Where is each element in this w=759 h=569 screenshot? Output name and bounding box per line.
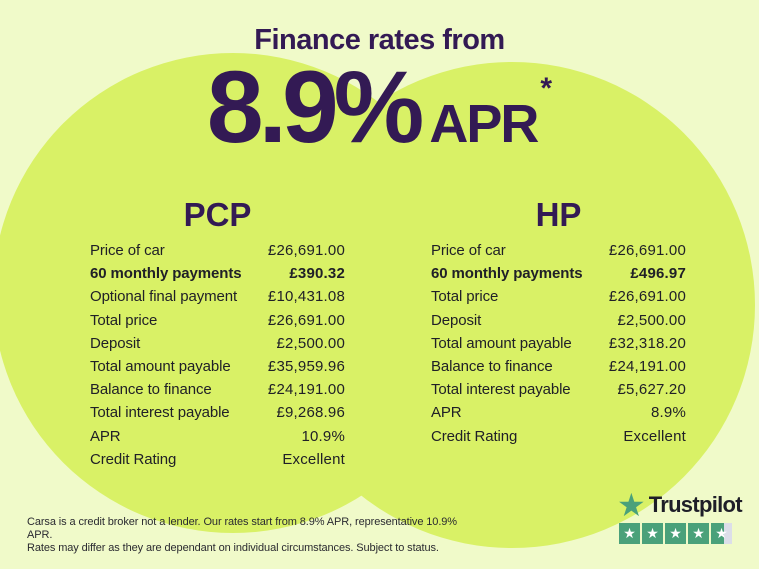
row-label: APR [90,427,121,445]
row-value: Excellent [623,427,686,445]
row-label: Credit Rating [431,427,518,445]
row-label: APR [431,404,462,422]
row-value: £26,691.00 [608,288,686,306]
table-row: Total price £26,691.00 [431,285,686,308]
rating-star-box-half: ★ [711,523,732,544]
row-label: Total amount payable [431,334,572,352]
star-icon: ★ [692,525,705,542]
row-label: 60 monthly payments [431,265,583,283]
trustpilot-wordmark: Trustpilot [648,492,743,517]
row-value: £10,431.08 [267,288,345,306]
row-label: Balance to finance [90,381,212,399]
banner-title: Finance rates from [254,24,505,56]
star-icon: ★ [669,525,682,542]
table-row: Total price £26,691.00 [90,309,345,332]
star-icon: ★ [715,525,728,542]
legal-disclaimer: Carsa is a credit broker not a lender. O… [27,516,457,555]
table-row: Balance to finance £24,191.00 [431,355,686,378]
row-label: Total price [431,288,499,306]
hp-finance-table: HP Price of car £26,691.00 60 monthly pa… [431,197,686,448]
asterisk-footnote-marker: * [540,72,553,105]
row-label: Deposit [90,334,141,352]
row-label: 60 monthly payments [90,265,242,283]
trustpilot-logo: ★ Trustpilot [617,486,743,524]
table-row: Price of car £26,691.00 [90,239,345,262]
hp-table-title: HP [535,196,582,233]
row-label: Balance to finance [431,358,553,376]
row-value: £26,691.00 [267,242,345,259]
star-icon: ★ [646,525,659,542]
pcp-table-title: PCP [183,196,252,233]
table-row: Credit Rating Excellent [90,448,345,471]
star-icon: ★ [623,525,636,542]
rating-star-box: ★ [665,523,686,544]
trustpilot-widget: ★ Trustpilot ★ ★ ★ ★ ★ [617,486,743,544]
row-value: £26,691.00 [267,311,345,329]
table-row: Credit Rating Excellent [431,425,686,448]
rating-star-box: ★ [619,523,640,544]
rating-star-box: ★ [642,523,663,544]
row-value: £32,318.20 [608,334,686,352]
row-label: Total price [90,311,158,329]
row-value: 10.9% [301,427,345,445]
rate-value: 8.9% [206,50,424,164]
row-value: £26,691.00 [608,242,686,259]
table-row: APR 10.9% [90,425,345,448]
row-label: Optional final payment [90,288,238,306]
rating-star-box: ★ [688,523,709,544]
row-value: £24,191.00 [267,381,345,399]
row-value: £496.97 [630,265,686,283]
row-value: £390.32 [289,265,345,283]
rate-suffix: APR [429,94,539,154]
table-row: APR 8.9% [431,401,686,424]
row-value: £35,959.96 [267,358,345,376]
disclaimer-line-1: Carsa is a credit broker not a lender. O… [27,516,457,541]
row-label: Price of car [431,242,506,259]
table-row: Optional final payment £10,431.08 [90,285,345,308]
background-circle-right [269,62,755,548]
table-row: Deposit £2,500.00 [90,332,345,355]
table-row: Total amount payable £32,318.20 [431,332,686,355]
headline-rate: 8.9% APR * [0,56,759,158]
row-label: Total interest payable [90,404,230,422]
row-value: 8.9% [651,404,686,422]
row-label: Credit Rating [90,450,177,468]
row-value: £9,268.96 [276,404,345,422]
row-value: £5,627.20 [617,381,686,399]
row-value: £24,191.00 [608,358,686,376]
row-value: Excellent [282,450,345,468]
table-row: Total interest payable £5,627.20 [431,378,686,401]
row-label: Total amount payable [90,358,231,376]
row-label: Deposit [431,311,482,329]
row-label: Price of car [90,242,165,259]
table-row: Balance to finance £24,191.00 [90,378,345,401]
row-label: Total interest payable [431,381,571,399]
table-row: Deposit £2,500.00 [431,309,686,332]
pcp-finance-table: PCP Price of car £26,691.00 60 monthly p… [90,197,345,471]
row-value: £2,500.00 [617,311,686,329]
trustpilot-rating-4-5-stars: ★ ★ ★ ★ ★ [619,523,742,544]
table-row: Total interest payable £9,268.96 [90,401,345,424]
table-row: Price of car £26,691.00 [431,239,686,262]
table-row: Total amount payable £35,959.96 [90,355,345,378]
row-value: £2,500.00 [276,334,345,352]
table-row: 60 monthly payments £496.97 [431,262,686,285]
disclaimer-line-2: Rates may differ as they are dependant o… [27,542,439,554]
table-row: 60 monthly payments £390.32 [90,262,345,285]
trustpilot-star-icon: ★ [617,486,646,524]
